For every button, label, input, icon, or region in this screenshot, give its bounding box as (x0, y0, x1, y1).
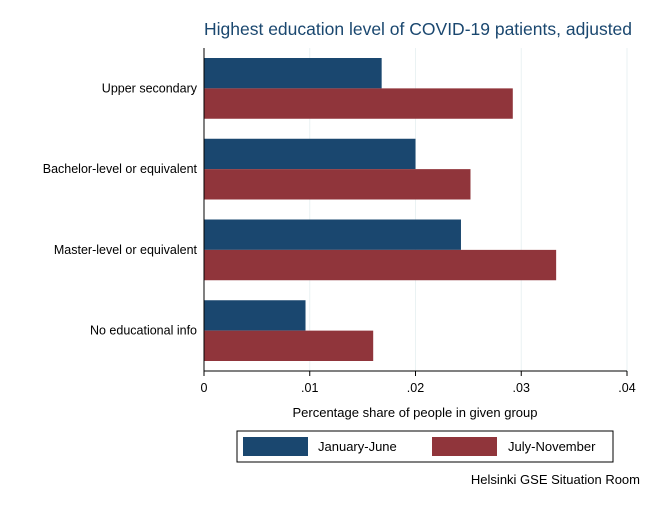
category-label-no-educational-info: No educational info (90, 324, 197, 338)
legend-frame (236, 430, 614, 463)
bar-july-november-no-educational-info (204, 330, 374, 361)
x-axis-title: Percentage share of people in given grou… (292, 405, 537, 420)
legend-swatch-january-june (243, 437, 308, 456)
x-tick-label-2: .02 (407, 381, 424, 395)
legend-label-january-june: January-June (318, 439, 397, 454)
bar-january-june-upper-secondary (204, 58, 382, 89)
category-labels: Upper secondary Bachelor-level or equival… (43, 81, 198, 337)
bar-july-november-master-level-or-equivalent (204, 249, 557, 281)
bar-january-june-no-educational-info (204, 300, 306, 331)
bar-january-june-bachelor-level-or-equivalent (204, 138, 416, 170)
x-tick-label-4: .04 (618, 381, 635, 395)
x-tick-label-3: .03 (513, 381, 530, 395)
bar-july-november-bachelor-level-or-equivalent (204, 169, 471, 200)
bar-july-november-upper-secondary (204, 88, 513, 119)
legend: January-June July-November (236, 430, 614, 463)
x-tick-label-1: .01 (301, 381, 318, 395)
category-label-master-level-or-equivalent: Master-level or equivalent (54, 243, 198, 257)
bar-january-june-master-level-or-equivalent (204, 219, 461, 250)
x-axis: 0 .01 .02 .03 .04 (201, 48, 636, 395)
x-tick-label-0: 0 (201, 381, 208, 395)
source-note: Helsinki GSE Situation Room (471, 472, 640, 487)
legend-swatch-july-november (432, 437, 497, 456)
bars (204, 58, 557, 361)
category-label-upper-secondary: Upper secondary (102, 81, 198, 95)
legend-label-july-november: July-November (508, 439, 596, 454)
chart-title: Highest education level of COVID-19 pati… (204, 19, 632, 39)
category-label-bachelor-level-or-equivalent: Bachelor-level or equivalent (43, 162, 198, 176)
